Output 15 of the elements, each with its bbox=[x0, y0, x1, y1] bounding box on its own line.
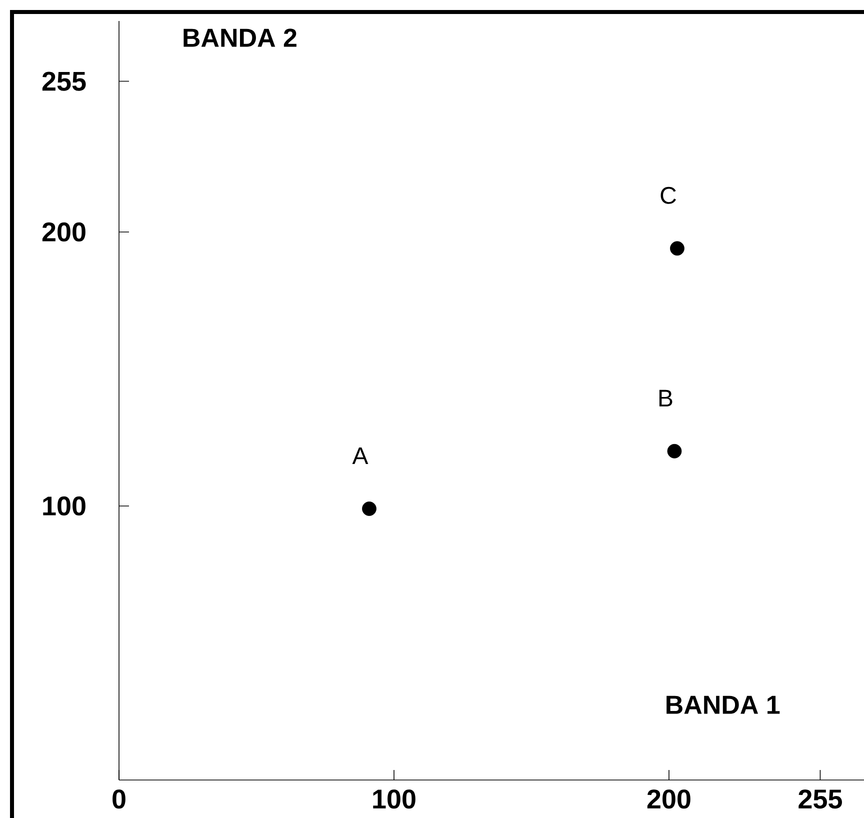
x-tick-label: 255 bbox=[798, 790, 842, 809]
x-tick-label: 200 bbox=[647, 790, 690, 809]
x-axis-title: BANDA 1 bbox=[666, 696, 780, 714]
y-axis-title: BANDA 2 bbox=[184, 28, 296, 47]
x-tick-label: 0 bbox=[112, 790, 126, 809]
x-tick-label: 100 bbox=[373, 790, 416, 809]
y-tick-label: 255 bbox=[42, 72, 86, 91]
annotation: A bbox=[352, 447, 368, 464]
point bbox=[667, 444, 682, 458]
point bbox=[362, 502, 376, 516]
annotation: B bbox=[659, 390, 672, 406]
y-tick-label: 100 bbox=[43, 496, 86, 516]
point bbox=[670, 241, 684, 256]
annotation: C bbox=[660, 186, 676, 204]
y-tick-label: 200 bbox=[42, 222, 86, 242]
